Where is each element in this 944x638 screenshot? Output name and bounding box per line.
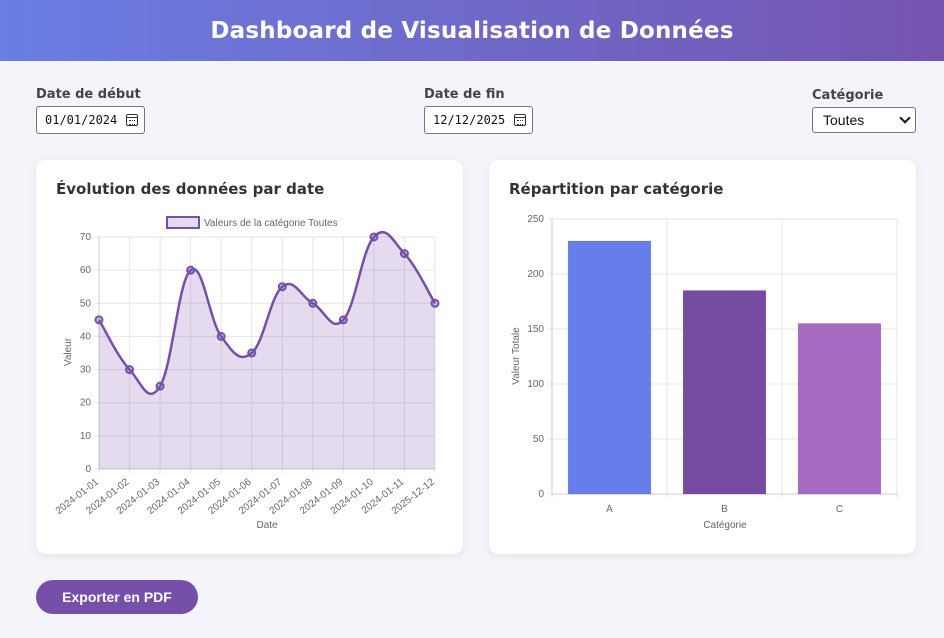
- data-point: [247, 348, 257, 358]
- y-tick-label: 10: [80, 431, 92, 442]
- end-date-value: 12/12/2025: [433, 113, 506, 127]
- y-axis-title: Valeur Totale: [511, 327, 522, 385]
- line-chart: 0102030405060702024-01-012024-01-022024-…: [54, 216, 440, 531]
- data-point: [94, 315, 104, 325]
- bar-chart: 0 50 100 150 200 250 A B C Catégorie Valeur Totale: [511, 214, 898, 531]
- bar: [797, 323, 882, 495]
- y-tick-label: 250: [527, 214, 544, 225]
- calendar-icon[interactable]: [514, 114, 526, 126]
- line-chart-card: Évolution des données par date 0 10 20 30 40…: [36, 160, 463, 554]
- start-date-input[interactable]: 01/01/2024: [36, 106, 145, 134]
- category-select-value: Toutes: [823, 112, 865, 128]
- y-tick-label: 20: [80, 398, 92, 409]
- data-point: [216, 331, 226, 341]
- y-tick-label: 60: [80, 265, 92, 276]
- y-tick-label: 0: [538, 489, 544, 500]
- y-tick-label: 200: [527, 269, 544, 280]
- bar-chart-card: Répartition par catégorie 0 50 100 150 200 25…: [489, 160, 916, 554]
- data-point: [155, 381, 165, 391]
- line-chart-title: Évolution des données par date: [56, 180, 325, 198]
- y-axis-title: Valeur: [63, 337, 74, 366]
- calendar-icon[interactable]: [126, 114, 138, 126]
- y-tick-label: 0: [85, 464, 91, 475]
- data-point: [430, 298, 440, 308]
- category-select[interactable]: Toutes: [812, 107, 916, 133]
- data-point: [186, 265, 196, 275]
- data-point: [308, 298, 318, 308]
- y-tick-label: 50: [80, 298, 92, 309]
- data-point: [369, 232, 379, 242]
- start-date-value: 01/01/2024: [45, 113, 118, 127]
- page-title: Dashboard de Visualisation de Données: [210, 17, 734, 44]
- category-label: Catégorie: [812, 88, 884, 103]
- series-line: [97, 230, 437, 395]
- end-date-input[interactable]: 12/12/2025: [424, 106, 533, 134]
- y-tick-label: 100: [527, 379, 544, 390]
- data-point: [338, 315, 348, 325]
- x-axis-title: Date: [256, 520, 278, 531]
- bar: [682, 290, 767, 495]
- area-fill: [99, 232, 435, 469]
- chevron-down-icon: [899, 112, 911, 124]
- export-pdf-button[interactable]: Exporter en PDF: [36, 580, 198, 614]
- bar: [567, 240, 652, 495]
- data-point: [125, 365, 135, 375]
- x-axis-title: Catégorie: [703, 520, 747, 531]
- data-point: [399, 249, 409, 259]
- legend-swatch: [166, 216, 200, 229]
- y-tick-label: 70: [80, 232, 92, 243]
- x-tick-label: C: [836, 504, 843, 515]
- start-date-label: Date de début: [36, 87, 141, 102]
- y-tick-label: 40: [80, 331, 92, 342]
- header: Dashboard de Visualisation de Données: [0, 0, 944, 61]
- x-tick-label: B: [721, 504, 728, 515]
- y-tick-label: 30: [80, 365, 92, 376]
- bar-chart-title: Répartition par catégorie: [509, 180, 724, 198]
- legend-label: Valeurs de la catégorie Toutes: [204, 218, 338, 229]
- data-point: [277, 282, 287, 292]
- end-date-label: Date de fin: [424, 87, 505, 102]
- x-tick-label: A: [606, 504, 613, 515]
- y-tick-label: 150: [527, 324, 544, 335]
- y-tick-label: 50: [533, 434, 545, 445]
